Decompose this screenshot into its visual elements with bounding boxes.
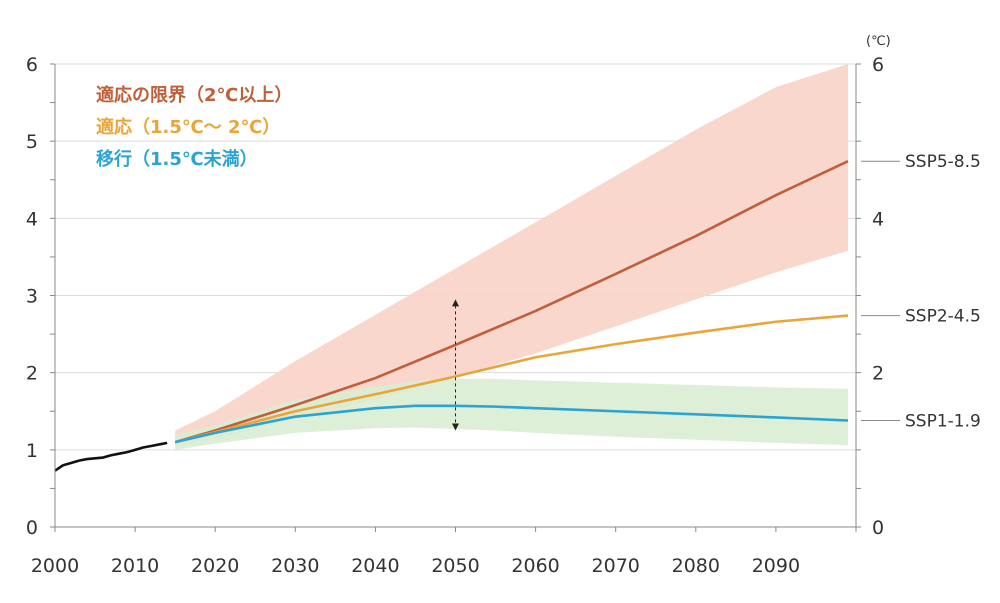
y-tick-label-left: 2 bbox=[26, 363, 38, 385]
range-arrow-head-bottom bbox=[452, 423, 459, 431]
y-tick-label-left: 5 bbox=[26, 131, 38, 153]
x-tick-label: 2030 bbox=[271, 555, 319, 577]
x-tick-label: 2080 bbox=[672, 555, 720, 577]
band-ssp1-1.9 bbox=[175, 378, 848, 450]
y-tick-label-right: 2 bbox=[872, 363, 884, 385]
axes: 0 1 2 3 4 5 6 0 2 4 6 2000 2010 2020 2030 2040 2050 2060 2… bbox=[26, 54, 884, 577]
x-tick-label: 2020 bbox=[191, 555, 239, 577]
label-ssp2-4.5: SSP2-4.5 bbox=[905, 307, 981, 327]
x-tick-label: 2070 bbox=[592, 555, 640, 577]
y-tick-label-left: 1 bbox=[26, 440, 38, 462]
y-tick-label-left: 0 bbox=[26, 517, 38, 539]
x-tick-label: 2010 bbox=[111, 555, 159, 577]
x-tick-label: 2060 bbox=[511, 555, 559, 577]
legend-item: 適応の限界（2℃以上） bbox=[96, 84, 292, 106]
annotations bbox=[452, 299, 459, 431]
y-tick-label-right: 6 bbox=[872, 54, 884, 76]
x-tick-label: 2090 bbox=[752, 555, 800, 577]
band-ssp5-8.5 bbox=[175, 64, 848, 446]
series-lines bbox=[54, 160, 849, 472]
y-tick-label-right: 0 bbox=[872, 517, 884, 539]
y-tick-label-left: 4 bbox=[26, 208, 38, 230]
x-tick-label: 2040 bbox=[351, 555, 399, 577]
legend-item: 適応（1.5℃〜 2℃） bbox=[96, 116, 280, 138]
y-tick-label-right: 4 bbox=[872, 208, 884, 230]
legend-item: 移行（1.5℃未満） bbox=[96, 148, 258, 170]
series-end-labels: SSP5-8.5 SSP2-4.5 SSP1-1.9 bbox=[861, 152, 981, 432]
range-arrow-head-top bbox=[452, 299, 459, 307]
historical-line bbox=[54, 441, 168, 472]
x-tick-label: 2000 bbox=[31, 555, 79, 577]
label-ssp5-8.5: SSP5-8.5 bbox=[905, 152, 981, 172]
x-tick-label: 2050 bbox=[431, 555, 479, 577]
line-ssp2-4.5 bbox=[174, 314, 849, 444]
y-tick-label-left: 3 bbox=[26, 286, 38, 308]
line-ssp1-1.9 bbox=[174, 404, 849, 444]
right-axis-unit-label: (℃) bbox=[866, 34, 891, 49]
line-ssp5-8.5 bbox=[174, 160, 849, 444]
y-tick-label-left: 6 bbox=[26, 54, 38, 76]
uncertainty-bands bbox=[175, 64, 848, 450]
label-ssp1-1.9: SSP1-1.9 bbox=[905, 412, 981, 432]
legend: 適応の限界（2℃以上） 適応（1.5℃〜 2℃） 移行（1.5℃未満） bbox=[96, 84, 292, 170]
